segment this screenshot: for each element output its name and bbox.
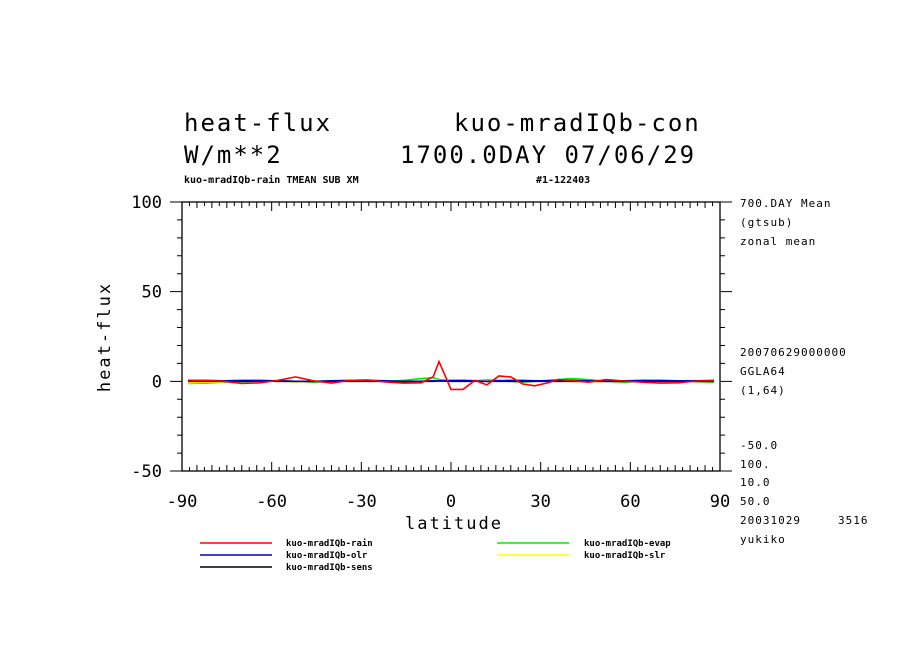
side-range: (1,64) bbox=[740, 384, 786, 397]
side-value-4: 50.0 bbox=[740, 495, 771, 508]
side-grid: GGLA64 bbox=[740, 365, 786, 378]
x-tick-label: 60 bbox=[620, 492, 640, 512]
y-tick-label: 100 bbox=[131, 193, 162, 213]
tick-marks bbox=[170, 201, 732, 472]
side-mean: 700.DAY Mean bbox=[740, 197, 831, 210]
series-lines bbox=[187, 359, 715, 391]
side-value-3: 10.0 bbox=[740, 476, 771, 489]
plot-frame bbox=[181, 201, 721, 472]
run-id: #1-122403 bbox=[536, 175, 590, 186]
tick-path bbox=[170, 201, 732, 472]
side-user: yukiko bbox=[740, 533, 786, 546]
y-tick-label: 50 bbox=[142, 283, 162, 303]
legend-label-kuo-mradIQb-rain: kuo-mradIQb-rain bbox=[286, 538, 373, 549]
legend-label-kuo-mradIQb-evap: kuo-mradIQb-evap bbox=[584, 539, 671, 549]
side-gtsub: (gtsub) bbox=[740, 216, 793, 229]
legend-label-kuo-mradIQb-sens: kuo-mradIQb-sens bbox=[286, 563, 373, 573]
x-tick-label: 90 bbox=[710, 492, 730, 512]
x-tick-label: -30 bbox=[346, 492, 377, 512]
legend-label-kuo-mradIQb-olr: kuo-mradIQb-olr bbox=[286, 551, 368, 561]
side-number: 3516 bbox=[838, 514, 869, 527]
x-tick-label: -90 bbox=[167, 492, 198, 512]
x-tick-label: -60 bbox=[256, 492, 287, 512]
title-units: W/m**2 bbox=[184, 141, 283, 169]
title-variable: heat-flux bbox=[184, 109, 332, 137]
x-tick-label: 30 bbox=[530, 492, 550, 512]
legend: kuo-mradIQb-rain kuo-mradIQb-evap kuo-mrad… bbox=[200, 538, 671, 573]
series-line-kuo-mradIQb-rain bbox=[187, 359, 715, 391]
side-value-1: -50.0 bbox=[740, 439, 778, 452]
x-tick-label: 0 bbox=[446, 492, 456, 512]
legend-label-kuo-mradIQb-slr: kuo-mradIQb-slr bbox=[584, 551, 666, 561]
y-tick-label: 0 bbox=[152, 372, 162, 392]
title-time: 1700.0DAY 07/06/29 bbox=[400, 141, 696, 169]
title-experiment: kuo-mradIQb-con bbox=[454, 109, 701, 137]
y-axis-label: heat-flux bbox=[95, 282, 115, 392]
side-zonal-mean: zonal mean bbox=[740, 235, 816, 248]
side-date: 20031029 bbox=[740, 514, 801, 527]
side-value-2: 100. bbox=[740, 458, 771, 471]
tick-labels: -90 -60 -30 0 30 60 90 -50 0 50 100 bbox=[131, 193, 730, 512]
x-axis-label: latitude bbox=[405, 514, 503, 534]
side-datetime: 20070629000000 bbox=[740, 346, 847, 359]
y-tick-label: -50 bbox=[131, 462, 162, 482]
subtitle: kuo-mradIQb-rain TMEAN SUB XM bbox=[184, 174, 359, 186]
series-line-kuo-mradIQb-olr bbox=[188, 379, 715, 383]
